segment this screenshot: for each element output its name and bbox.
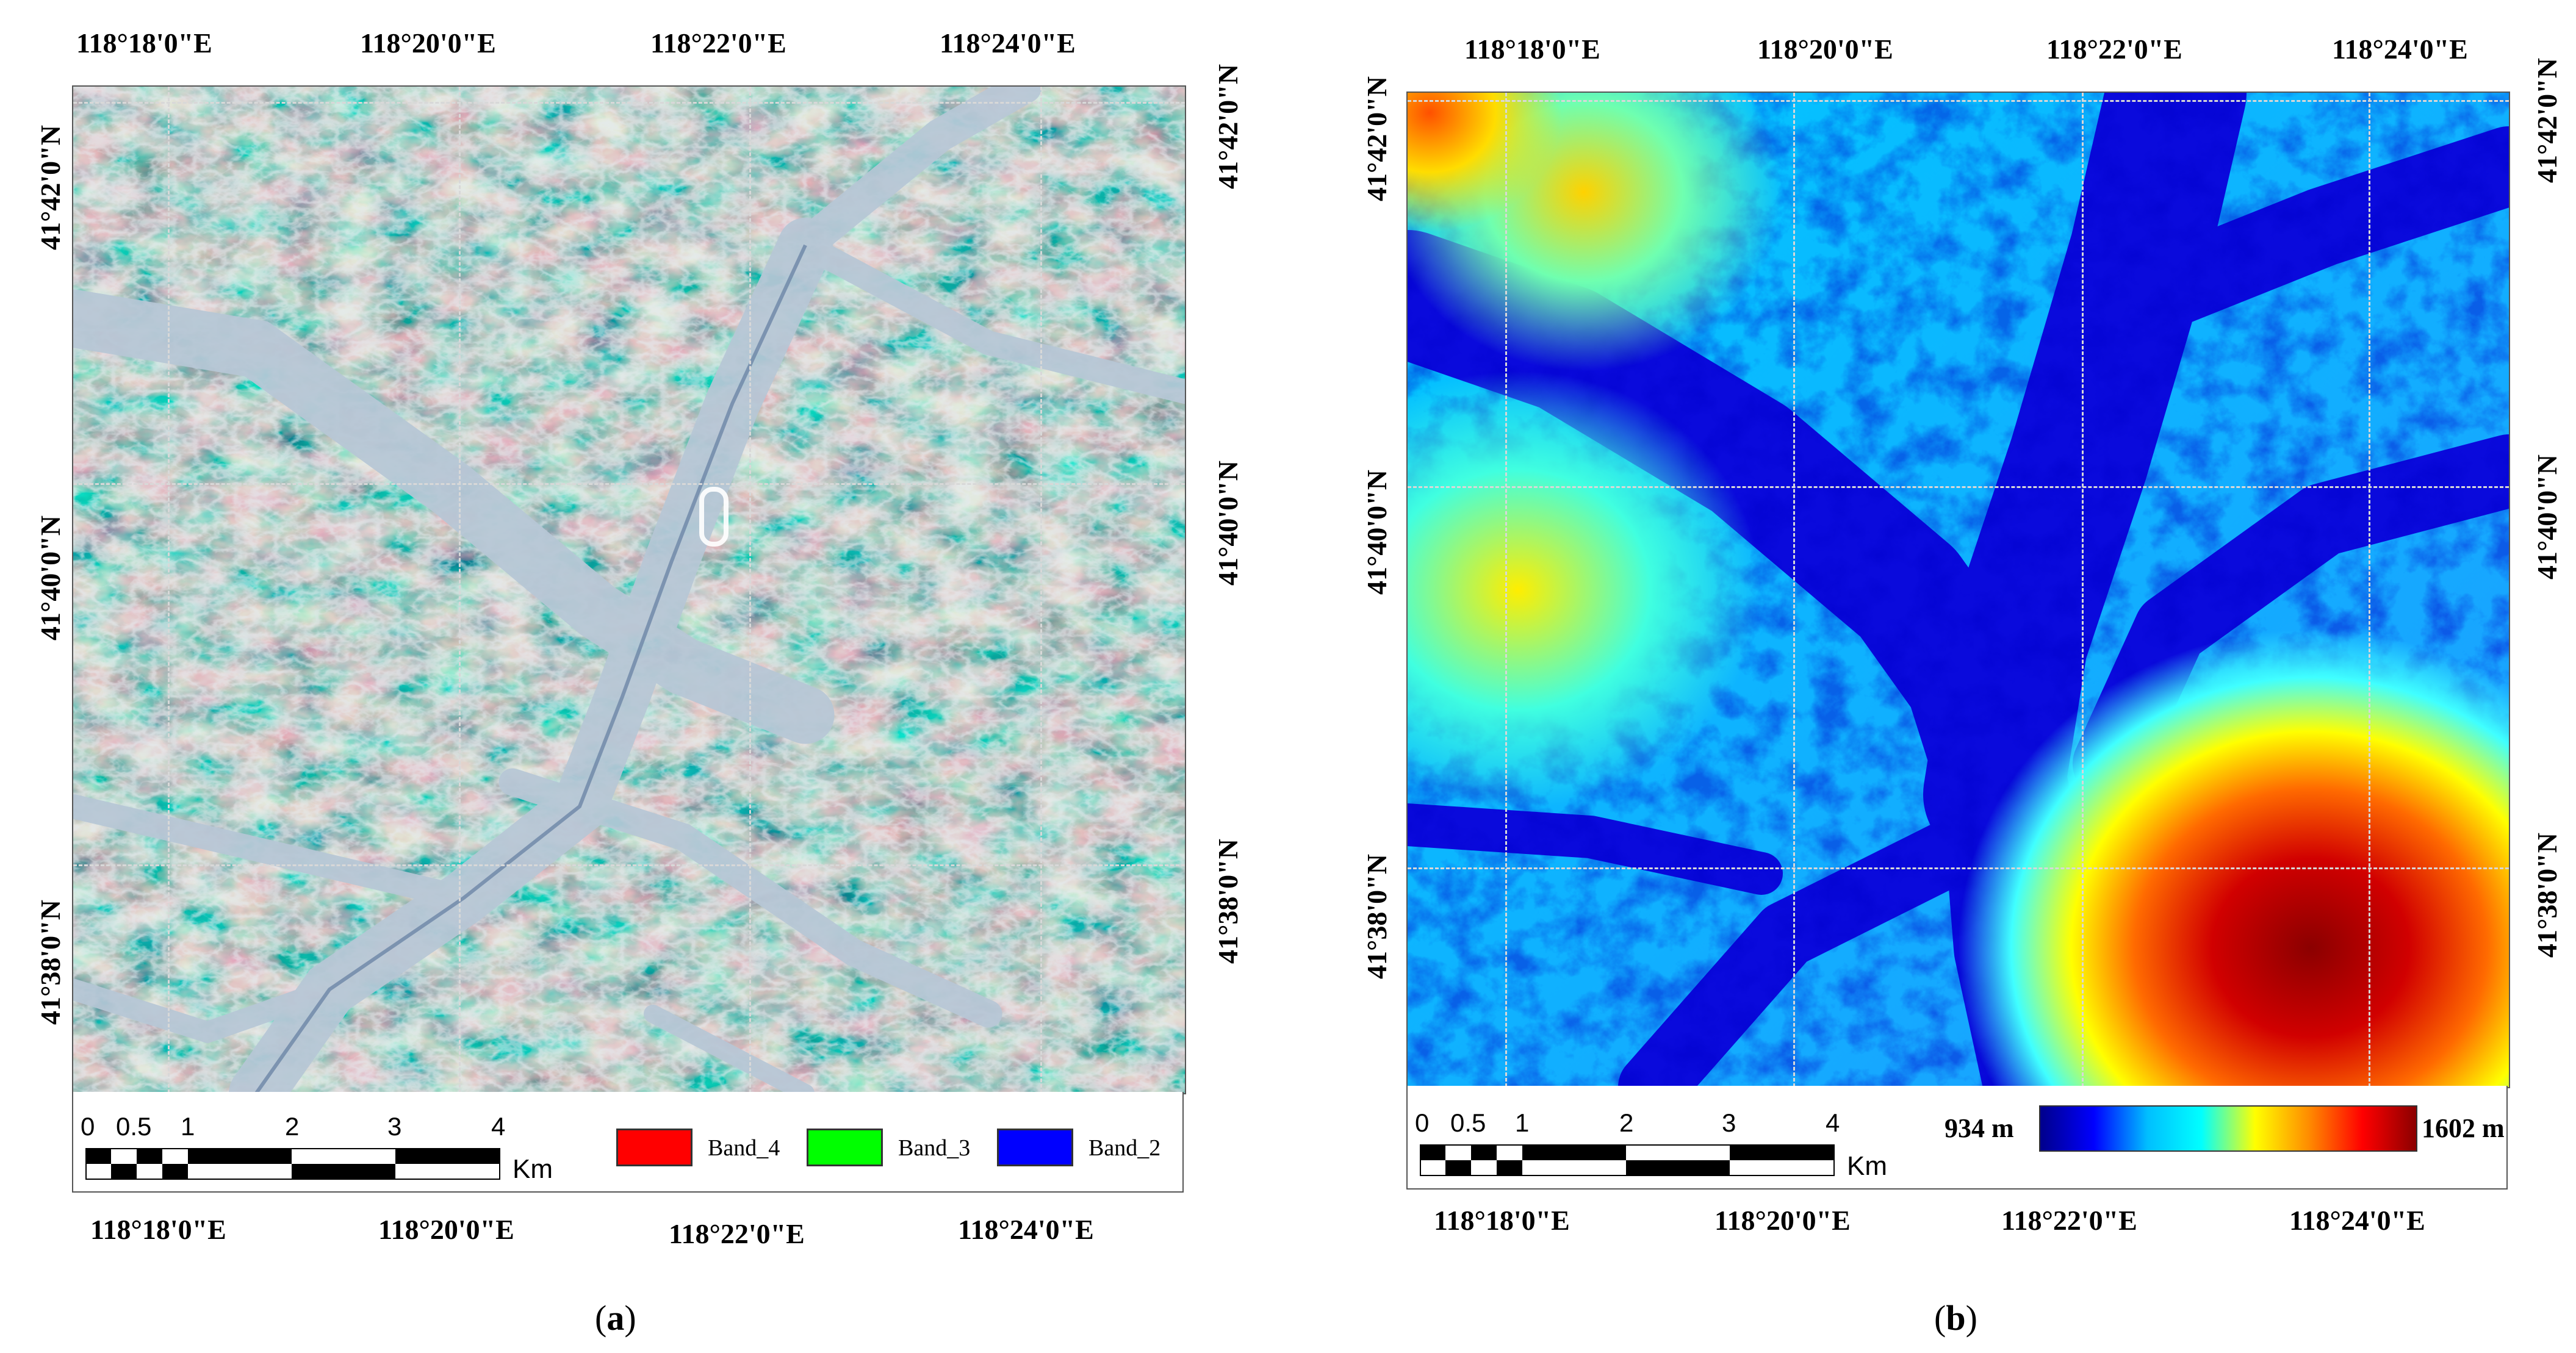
- top-lon-label: 118°24'0"E: [2332, 34, 2468, 65]
- scale-tick-label: 0: [1415, 1108, 1430, 1137]
- scale-tick-label: 1: [1515, 1108, 1530, 1137]
- bottom-lon-label: 118°22'0"E: [669, 1218, 805, 1249]
- panel-a: 118°18'0"E 118°20'0"E 118°22'0"E 118°24'…: [0, 0, 1257, 1353]
- bottom-lon-label: 118°18'0"E: [1434, 1205, 1570, 1236]
- left-lat-label: 41°42'0"N: [35, 125, 66, 250]
- left-lat-label: 41°38'0"N: [35, 900, 66, 1025]
- bottom-lon-label: 118°18'0"E: [90, 1214, 226, 1245]
- scale-tick-label: 4: [1826, 1108, 1840, 1137]
- elevation-colorbar: [2039, 1105, 2417, 1152]
- false-color-satellite-map: [72, 85, 1186, 1094]
- colorbar-min-label: 934 m: [1945, 1113, 2014, 1143]
- dem-image: [1408, 93, 2509, 1087]
- bottom-lon-label: 118°24'0"E: [958, 1214, 1094, 1245]
- bottom-lon-label: 118°20'0"E: [1714, 1205, 1851, 1236]
- right-lat-label: 41°42'0"N: [1212, 64, 1243, 189]
- panel-caption: (a): [595, 1298, 636, 1338]
- legend-label-band4: Band_4: [708, 1135, 780, 1161]
- scale-unit-label: Km: [1847, 1151, 1887, 1181]
- scale-tick-label: 2: [1619, 1108, 1634, 1137]
- scale-unit-label: Km: [513, 1154, 553, 1184]
- left-lat-label: 41°40'0"N: [35, 515, 66, 641]
- dem-elevation-map: [1406, 92, 2510, 1088]
- left-lat-label: 41°42'0"N: [1361, 76, 1392, 201]
- right-lat-label: 41°40'0"N: [2531, 454, 2563, 580]
- scale-tick-label: 0.5: [1450, 1108, 1486, 1137]
- right-lat-label: 41°42'0"N: [2531, 58, 2563, 183]
- scale-tick-label: 3: [1722, 1108, 1736, 1137]
- satellite-image: [73, 87, 1185, 1093]
- top-lon-label: 118°22'0"E: [650, 27, 786, 59]
- colorbar-max-label: 1602 m: [2422, 1113, 2505, 1143]
- top-lon-label: 118°24'0"E: [940, 27, 1076, 59]
- scale-tick-label: 1: [181, 1112, 195, 1141]
- scale-bar: [85, 1148, 500, 1180]
- legend-swatch-band4: [616, 1129, 693, 1166]
- top-lon-label: 118°20'0"E: [360, 27, 496, 59]
- scale-tick-label: 3: [387, 1112, 402, 1141]
- scale-tick-label: 2: [285, 1112, 300, 1141]
- legend-swatch-band3: [807, 1129, 883, 1166]
- scale-bar: [1420, 1144, 1835, 1176]
- bottom-lon-label: 118°24'0"E: [2289, 1205, 2425, 1236]
- top-lon-label: 118°18'0"E: [76, 27, 212, 59]
- right-lat-label: 41°40'0"N: [1212, 461, 1243, 586]
- right-lat-label: 41°38'0"N: [2531, 833, 2563, 958]
- left-lat-label: 41°40'0"N: [1361, 470, 1392, 595]
- top-lon-label: 118°18'0"E: [1464, 34, 1600, 65]
- left-lat-label: 41°38'0"N: [1361, 854, 1392, 979]
- legend-area: 0 0.5 1 2 3 4 Km 934 m 1602 m: [1406, 1086, 2508, 1190]
- scale-tick-label: 0.5: [116, 1112, 152, 1141]
- legend-swatch-band2: [997, 1129, 1073, 1166]
- bottom-lon-label: 118°22'0"E: [2001, 1205, 2137, 1236]
- panel-b: 118°18'0"E 118°20'0"E 118°22'0"E 118°24'…: [1318, 0, 2576, 1353]
- top-lon-label: 118°22'0"E: [2046, 34, 2182, 65]
- scale-tick-label: 4: [491, 1112, 506, 1141]
- panel-caption: (b): [1934, 1298, 1977, 1338]
- legend-label-band2: Band_2: [1088, 1135, 1161, 1161]
- legend-label-band3: Band_3: [898, 1135, 971, 1161]
- top-lon-label: 118°20'0"E: [1757, 34, 1893, 65]
- legend-area: 0 0.5 1 2 3 4 Km Band_4 Band_3 Band_2: [72, 1092, 1184, 1193]
- right-lat-label: 41°38'0"N: [1212, 839, 1243, 964]
- scale-tick-label: 0: [81, 1112, 95, 1141]
- bottom-lon-label: 118°20'0"E: [378, 1214, 514, 1245]
